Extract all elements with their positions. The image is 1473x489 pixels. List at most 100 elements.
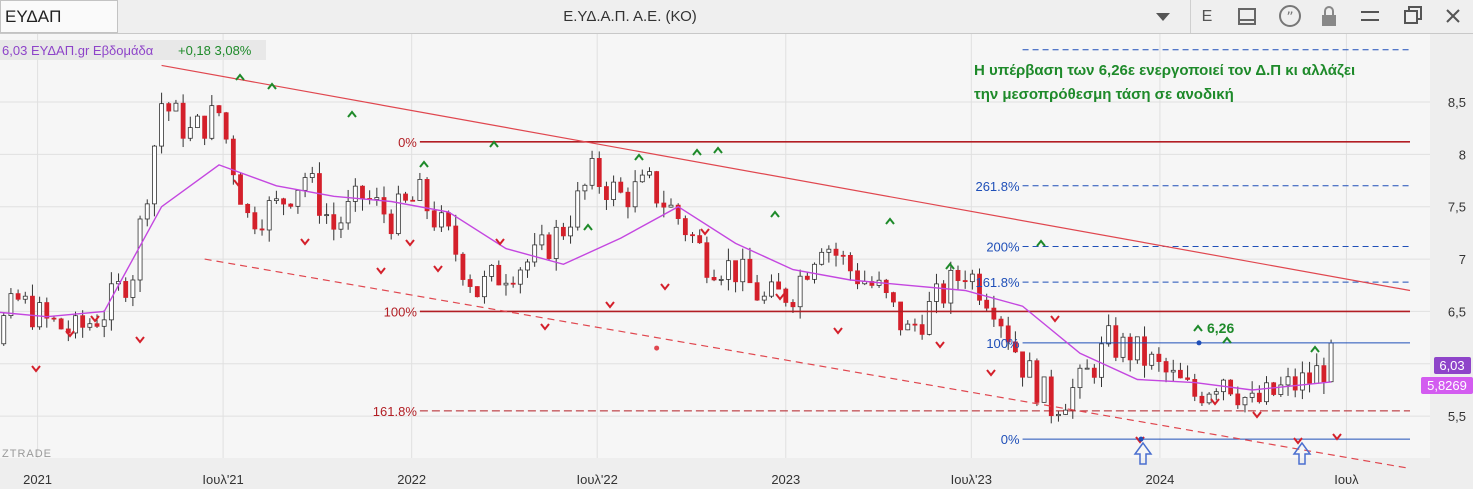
candle-body — [704, 242, 710, 278]
candle-body — [1235, 393, 1241, 406]
candle-body — [446, 212, 451, 227]
candle-body — [281, 198, 286, 205]
fractal-markers — [31, 73, 1342, 445]
fractal-down-icon — [700, 228, 710, 236]
candle-body — [1091, 367, 1097, 378]
fractal-down-icon — [31, 365, 41, 373]
fractal-up-icon — [1036, 239, 1046, 247]
candle-body — [295, 189, 301, 207]
candle-body — [288, 203, 294, 207]
fib-level-label: 200% — [986, 240, 1020, 255]
mode-button[interactable]: E — [1201, 8, 1213, 25]
candle-body — [1170, 369, 1176, 373]
candle-body — [180, 102, 186, 139]
candle-body — [73, 315, 78, 334]
candle-body — [1063, 409, 1069, 415]
fractal-down-icon — [1252, 411, 1262, 419]
window-icon[interactable] — [1234, 0, 1260, 33]
candle-body — [216, 105, 222, 114]
candle-body — [1292, 376, 1298, 391]
candle-body — [187, 127, 193, 139]
candle-body — [654, 171, 660, 204]
candle-body — [352, 185, 358, 202]
fractal-up-icon — [1193, 324, 1203, 332]
candle-body — [682, 218, 688, 236]
fractal-down-icon — [986, 369, 996, 377]
candle-body — [984, 299, 990, 309]
candle-body — [690, 234, 695, 237]
candle-body — [144, 203, 150, 220]
candle-body — [962, 280, 968, 283]
svg-text:5,8269: 5,8269 — [1427, 378, 1467, 393]
candle-body — [955, 269, 961, 281]
candle-body — [238, 174, 243, 205]
candle-body — [474, 286, 480, 298]
candle-body — [804, 275, 810, 280]
candle-body — [1041, 376, 1047, 403]
candle-body — [209, 105, 215, 139]
candle-body — [1120, 336, 1126, 358]
symbol-tab[interactable]: ΕΥΔΑΠ — [0, 0, 118, 33]
candle-body — [1192, 379, 1198, 397]
up-arrow-icon — [1133, 441, 1153, 465]
candle-body — [847, 255, 853, 272]
candle-body — [833, 248, 839, 256]
candle-body — [417, 179, 423, 201]
trendline-handle — [654, 345, 660, 351]
candle-body — [460, 253, 466, 280]
candle-body — [747, 258, 753, 284]
fractal-up-icon — [1222, 336, 1232, 344]
fractal-up-icon — [235, 73, 245, 81]
candle-body — [510, 282, 516, 285]
plot-area — [0, 34, 1430, 458]
fractal-up-icon — [489, 140, 499, 148]
candle-body — [388, 213, 394, 235]
fib-levels — [419, 49, 1410, 440]
fractal-down-icon — [935, 341, 945, 349]
candle-body — [338, 222, 344, 230]
candle-body — [130, 279, 136, 298]
candle-body — [1034, 360, 1040, 403]
analysis-note-line-2: την μεσοπρόθεσμη τάση σε ανοδική — [974, 86, 1234, 103]
candle-body — [360, 185, 365, 199]
candle-body — [410, 199, 416, 202]
fractal-down-icon — [405, 239, 415, 247]
price-chart[interactable]: 2021 Ιουλ'21 2022 Ιουλ'22 2023 Ιουλ'23 2024 Ιου… — [0, 34, 1473, 489]
fib-level-label: 100% — [384, 304, 418, 319]
candle-body — [80, 315, 86, 328]
candle-body — [855, 270, 860, 285]
candle-body — [58, 318, 64, 330]
lock-icon[interactable] — [1316, 0, 1342, 33]
fractal-up-icon — [692, 148, 702, 156]
candle-body — [1005, 325, 1011, 343]
analysis-note: Η υπέρβαση των 6,26ε ενεργοποιεί τον Δ.Π… — [974, 62, 1359, 103]
candle-body — [245, 203, 251, 214]
candle-body — [919, 324, 925, 335]
candle-body — [439, 212, 444, 228]
candle-body — [926, 301, 932, 335]
candle-body — [948, 269, 954, 304]
candle-body — [776, 281, 782, 290]
candle-body — [252, 212, 258, 230]
restore-icon[interactable] — [1399, 0, 1425, 33]
candle-body — [395, 193, 401, 235]
candle-body — [195, 115, 200, 128]
close-icon[interactable] — [1440, 0, 1466, 33]
trendlines — [161, 64, 1411, 470]
fractal-down-icon — [540, 323, 550, 331]
fractal-up-icon — [583, 223, 593, 231]
menu-icon[interactable] — [1357, 0, 1383, 33]
quote-icon[interactable]: ” — [1277, 0, 1303, 33]
candle-body — [769, 281, 774, 297]
candle-body — [733, 260, 738, 283]
chevron-down-icon[interactable] — [1150, 0, 1176, 33]
fractal-down-icon — [1050, 315, 1060, 323]
moving-average-line — [0, 164, 1332, 391]
candle-body — [589, 158, 595, 186]
candle-body — [661, 202, 667, 208]
level-626-label: 6,26 — [1207, 320, 1234, 336]
candle-body — [159, 103, 164, 147]
candle-body — [718, 279, 724, 281]
fractal-up-icon — [267, 82, 277, 90]
candle-body — [891, 292, 896, 303]
